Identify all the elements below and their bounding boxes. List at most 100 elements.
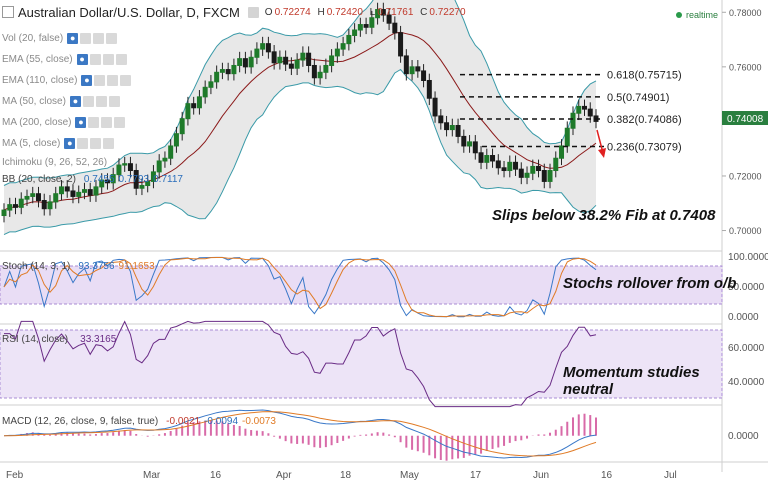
close-icon[interactable] (114, 116, 126, 128)
collapse-icon[interactable] (2, 6, 14, 18)
indicator-row-ema55[interactable]: EMA (55, close) ● (2, 52, 129, 66)
more-icon[interactable] (95, 95, 107, 107)
stoch-tick-50: 50.0000 (728, 282, 765, 293)
x-tick-16: 16 (210, 470, 222, 481)
realtime-badge: realtime (676, 10, 718, 20)
settings-icon[interactable] (82, 95, 94, 107)
macd-hist-bar (520, 435, 523, 441)
settings-icon[interactable] (247, 6, 259, 18)
eye-icon[interactable]: ● (81, 74, 93, 86)
eye-icon[interactable]: ● (64, 137, 76, 149)
indicator-row-ichimoku[interactable]: Ichimoku (9, 26, 52, 26) (2, 155, 111, 169)
candle-body (139, 185, 145, 189)
close-icon[interactable] (108, 95, 120, 107)
macd-hist-bar (66, 432, 69, 436)
candle-body (265, 43, 271, 53)
time-axis: Feb Mar 16 Apr 18 May 17 Jun 16 Jul (6, 470, 677, 481)
more-icon[interactable] (90, 137, 102, 149)
macd-hist-bar (48, 434, 51, 436)
macd-line (3, 409, 597, 459)
rsi-annotation: Momentum studies neutral (563, 364, 700, 398)
macd-hist-bar (135, 434, 138, 436)
candle-body (214, 71, 220, 83)
macd-hist-bar (393, 435, 396, 438)
indicator-row-ma200[interactable]: MA (200, close) ● (2, 115, 127, 129)
macd-hist-bar (89, 434, 92, 436)
close-icon[interactable] (103, 137, 115, 149)
indicator-row-ma5[interactable]: MA (5, close) ● (2, 136, 116, 150)
candle-body (196, 96, 202, 109)
candle-body (133, 170, 139, 189)
macd-hist-bar (457, 435, 460, 459)
macd-hist-bar (589, 415, 592, 436)
candle-body (127, 163, 133, 172)
candle-body (156, 160, 162, 173)
candle-body (421, 70, 427, 81)
candle-body (426, 79, 432, 99)
macd-hist-bar (577, 414, 580, 436)
macd-value-1: -0.0021 (166, 415, 201, 427)
eye-icon[interactable]: ● (75, 116, 87, 128)
indicator-label: EMA (55, close) (2, 53, 73, 65)
macd-hist-bar (388, 434, 391, 436)
price-tick-label: 0.70000 (729, 226, 762, 236)
candle-body (242, 58, 248, 68)
candle-body (478, 152, 484, 163)
x-tick-jul: Jul (664, 470, 677, 481)
macd-hist-bar (209, 420, 212, 436)
indicator-row-vol[interactable]: Vol (20, false) ● (2, 31, 119, 45)
macd-hist-bar (71, 433, 74, 436)
more-icon[interactable] (102, 53, 114, 65)
ohlc-close-value: 0.72270 (429, 6, 466, 18)
candle-body (12, 204, 18, 208)
macd-legend[interactable]: MACD (12, 26, close, 9, false, true) -0.0… (2, 414, 276, 428)
macd-signal-line (4, 411, 597, 457)
candlestick-series (1, 2, 599, 223)
close-icon[interactable] (120, 74, 132, 86)
candle-body (518, 168, 524, 178)
macd-hist-bar (250, 430, 253, 436)
indicator-row-ma50[interactable]: MA (50, close) ● (2, 94, 122, 108)
candle-body (352, 29, 358, 36)
candle-body (432, 97, 438, 117)
candle-body (461, 135, 467, 147)
settings-icon[interactable] (88, 116, 100, 128)
stoch-annotation: Stochs rollover from o/b (563, 275, 737, 292)
candle-body (311, 64, 317, 79)
candle-body (587, 108, 593, 117)
rsi-legend[interactable]: RSI (14, close) 33.3165 (2, 332, 116, 346)
ohlc-low-value: 0.71761 (377, 6, 414, 18)
candle-body (472, 141, 478, 154)
eye-icon[interactable]: ● (67, 32, 79, 44)
settings-icon[interactable] (94, 74, 106, 86)
close-icon[interactable] (115, 53, 127, 65)
candle-body (41, 200, 47, 210)
settings-icon[interactable] (89, 53, 101, 65)
macd-hist-bar (43, 434, 46, 436)
candle-body (47, 201, 53, 210)
settings-icon[interactable] (80, 32, 92, 44)
more-icon[interactable] (107, 74, 119, 86)
settings-icon[interactable] (77, 137, 89, 149)
macd-hist-bar (474, 435, 477, 455)
candle-body (576, 105, 582, 114)
ohlc-open-key: O (264, 6, 273, 18)
macd-hist-bar (204, 420, 207, 436)
macd-hist-bar (319, 435, 322, 448)
candle-body (260, 43, 266, 50)
stoch-legend[interactable]: Stoch (14, 3, 1) 93.3756 91.1653 (2, 259, 155, 273)
more-icon[interactable] (101, 116, 113, 128)
macd-hist-bar (284, 435, 287, 442)
more-icon[interactable] (93, 32, 105, 44)
macd-hist-bar (503, 435, 506, 446)
rsi-tick-40: 40.0000 (728, 377, 765, 388)
candle-body (7, 204, 13, 211)
macd-hist-bar (106, 433, 109, 436)
macd-hist-bar (342, 435, 345, 441)
close-icon[interactable] (106, 32, 118, 44)
candle-body (306, 52, 312, 66)
indicator-row-bb[interactable]: BB (20, close, 2) 0.7455 0.7793 0.7117 (2, 172, 183, 186)
indicator-row-ema110[interactable]: EMA (110, close) ● (2, 73, 133, 87)
eye-icon[interactable]: ● (76, 53, 88, 65)
eye-icon[interactable]: ● (69, 95, 81, 107)
